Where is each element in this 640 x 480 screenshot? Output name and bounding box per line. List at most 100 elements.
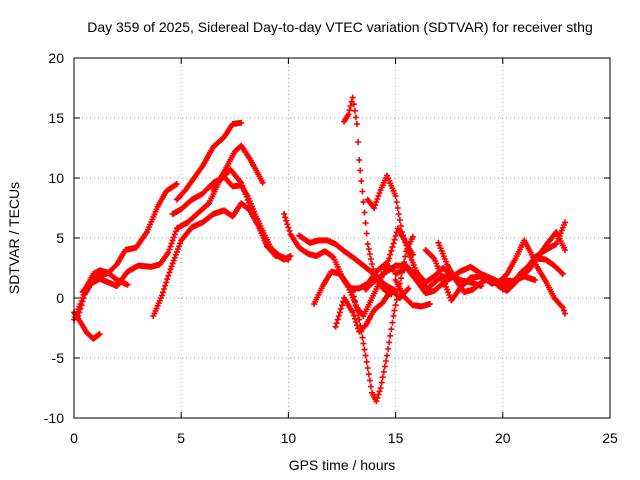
- data-point: [312, 302, 316, 306]
- data-point: [561, 306, 565, 309]
- data-point: [366, 198, 370, 202]
- data-point: [411, 303, 415, 307]
- data-point: [381, 301, 385, 305]
- data-point: [379, 188, 382, 192]
- data-point: [145, 230, 149, 234]
- data-point: [329, 270, 333, 273]
- data-point: [428, 302, 432, 306]
- data-point: [287, 258, 290, 261]
- data-point: [385, 354, 389, 357]
- data-point: [372, 272, 376, 276]
- data-point: [212, 188, 215, 192]
- data-point: [186, 221, 190, 224]
- data-point: [537, 253, 541, 257]
- data-point: [394, 194, 397, 198]
- data-point: [535, 265, 539, 269]
- data-point: [563, 221, 567, 224]
- data-point: [372, 279, 376, 283]
- data-point: [454, 278, 457, 282]
- data-point: [166, 251, 170, 254]
- data-point: [248, 157, 252, 161]
- data-point: [91, 272, 95, 276]
- data-point: [424, 291, 427, 295]
- data-point: [98, 332, 102, 336]
- data-point: [175, 198, 179, 202]
- data-point: [231, 215, 235, 218]
- data-point: [394, 278, 397, 282]
- data-point: [160, 294, 164, 297]
- series-track-h: [210, 142, 266, 193]
- data-point: [362, 314, 365, 318]
- axis-ticks: 0 5 10 15 20 25 -10 -5 0 5 10 15 20: [44, 50, 618, 446]
- data-point: [351, 255, 355, 259]
- data-point: [520, 270, 524, 273]
- data-point: [503, 284, 507, 288]
- data-point: [325, 239, 329, 242]
- data-point: [552, 264, 556, 267]
- data-point: [398, 296, 402, 300]
- data-point: [357, 318, 361, 321]
- data-point: [357, 287, 361, 290]
- y-tick-label: 20: [48, 50, 64, 66]
- data-point: [306, 252, 310, 256]
- y-tick-label: 10: [48, 170, 64, 186]
- data-point: [529, 263, 533, 266]
- data-point: [231, 122, 235, 126]
- data-point: [190, 198, 194, 202]
- data-point: [458, 270, 462, 273]
- data-point: [169, 267, 172, 271]
- data-point: [246, 194, 250, 198]
- data-point: [201, 192, 205, 196]
- data-point: [261, 181, 265, 185]
- data-point: [383, 283, 387, 287]
- plot-frame: [73, 57, 611, 419]
- x-tick-label: 20: [495, 430, 511, 446]
- data-point: [411, 235, 415, 239]
- data-point: [338, 272, 342, 276]
- data-point: [231, 185, 235, 188]
- data-point: [106, 281, 110, 284]
- data-point: [407, 251, 410, 254]
- data-point: [134, 246, 138, 250]
- data-point: [179, 207, 183, 211]
- data-point: [175, 227, 179, 230]
- data-point: [297, 246, 301, 250]
- data-point: [370, 391, 374, 395]
- data-point: [424, 248, 427, 252]
- data-series: [71, 94, 568, 405]
- data-point: [124, 248, 127, 252]
- data-point: [426, 287, 430, 290]
- data-point: [239, 144, 243, 148]
- data-point: [156, 205, 160, 209]
- data-point: [415, 279, 419, 283]
- data-point: [190, 225, 194, 229]
- data-point: [383, 271, 387, 275]
- data-point: [555, 230, 558, 234]
- data-point: [323, 249, 327, 253]
- data-point: [480, 275, 483, 278]
- data-point: [332, 255, 335, 259]
- data-point: [289, 233, 292, 236]
- data-point: [357, 158, 361, 162]
- data-point: [342, 120, 346, 123]
- data-point: [222, 170, 226, 174]
- data-point: [501, 288, 505, 291]
- data-point: [278, 254, 282, 258]
- data-point: [289, 254, 292, 258]
- data-point: [364, 354, 367, 357]
- data-point: [136, 264, 140, 267]
- data-point: [396, 227, 400, 230]
- data-point: [149, 265, 153, 269]
- x-tick-label: 25: [602, 430, 618, 446]
- data-point: [297, 234, 301, 238]
- data-point: [212, 145, 215, 149]
- data-point: [126, 270, 129, 273]
- data-point: [555, 242, 558, 246]
- series-track-r: [392, 277, 433, 310]
- data-point: [362, 264, 365, 267]
- series-track-f: [169, 173, 292, 263]
- data-point: [347, 285, 350, 289]
- data-point: [432, 257, 436, 260]
- data-point: [552, 296, 556, 300]
